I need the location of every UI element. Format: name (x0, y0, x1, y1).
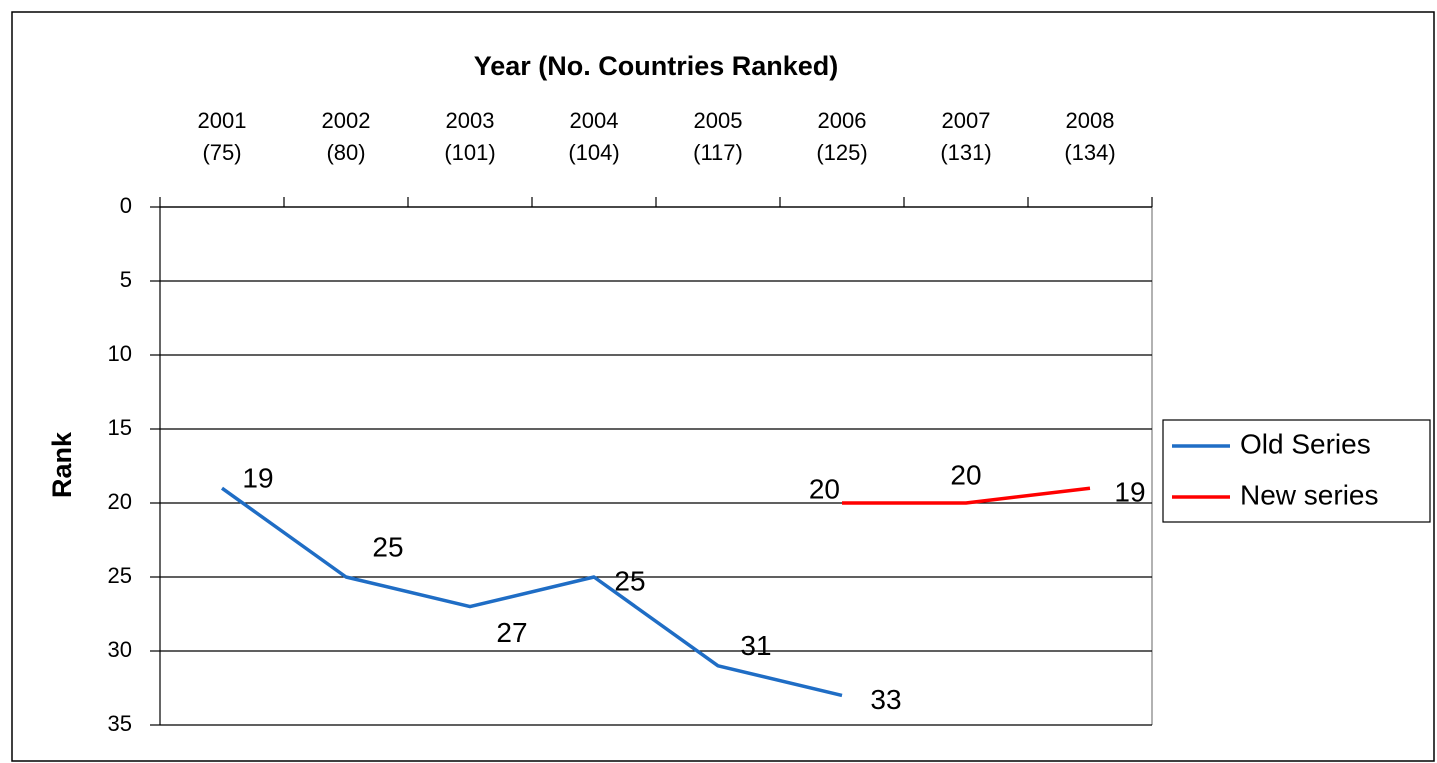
x-tick-label: 2002 (80) (321, 108, 371, 165)
x-tick-label: 2008 (134) (1064, 108, 1116, 165)
chart-border (11, 11, 1435, 762)
y-tick-label: 20 (108, 489, 132, 514)
data-label: 31 (740, 630, 771, 661)
legend-box (1162, 419, 1431, 523)
data-label: 20 (950, 459, 981, 490)
x-tick-label: 2006 (125) (816, 108, 868, 165)
y-tick-label: 5 (120, 267, 132, 292)
x-axis-title: Year (No. Countries Ranked) (474, 51, 839, 81)
data-label: 20 (809, 473, 840, 504)
y-tick-label: 35 (108, 711, 132, 736)
y-tick-label: 10 (108, 341, 132, 366)
y-tick-label: 25 (108, 563, 132, 588)
data-label: 25 (372, 531, 403, 562)
y-tick-label: 0 (120, 193, 132, 218)
data-label: 25 (614, 565, 645, 596)
x-tick-label: 2003 (101) (444, 108, 496, 165)
x-tick-label: 2004 (104) (568, 108, 620, 165)
series-line (220, 486, 843, 698)
legend-label: New series (1240, 479, 1378, 510)
data-label: 27 (496, 617, 527, 648)
series-line (842, 486, 1091, 505)
y-tick-label: 15 (108, 415, 132, 440)
x-tick-label: 2007 (131) (940, 108, 992, 165)
x-tick-label: 2005 (117) (693, 108, 743, 165)
data-label: 19 (1114, 477, 1145, 508)
legend-label: Old Series (1240, 428, 1371, 459)
data-label: 19 (242, 463, 273, 494)
y-axis-title: Rank (47, 431, 77, 498)
x-tick-label: 2001 (75) (197, 108, 247, 165)
y-tick-label: 30 (108, 637, 132, 662)
data-label: 33 (870, 684, 901, 715)
